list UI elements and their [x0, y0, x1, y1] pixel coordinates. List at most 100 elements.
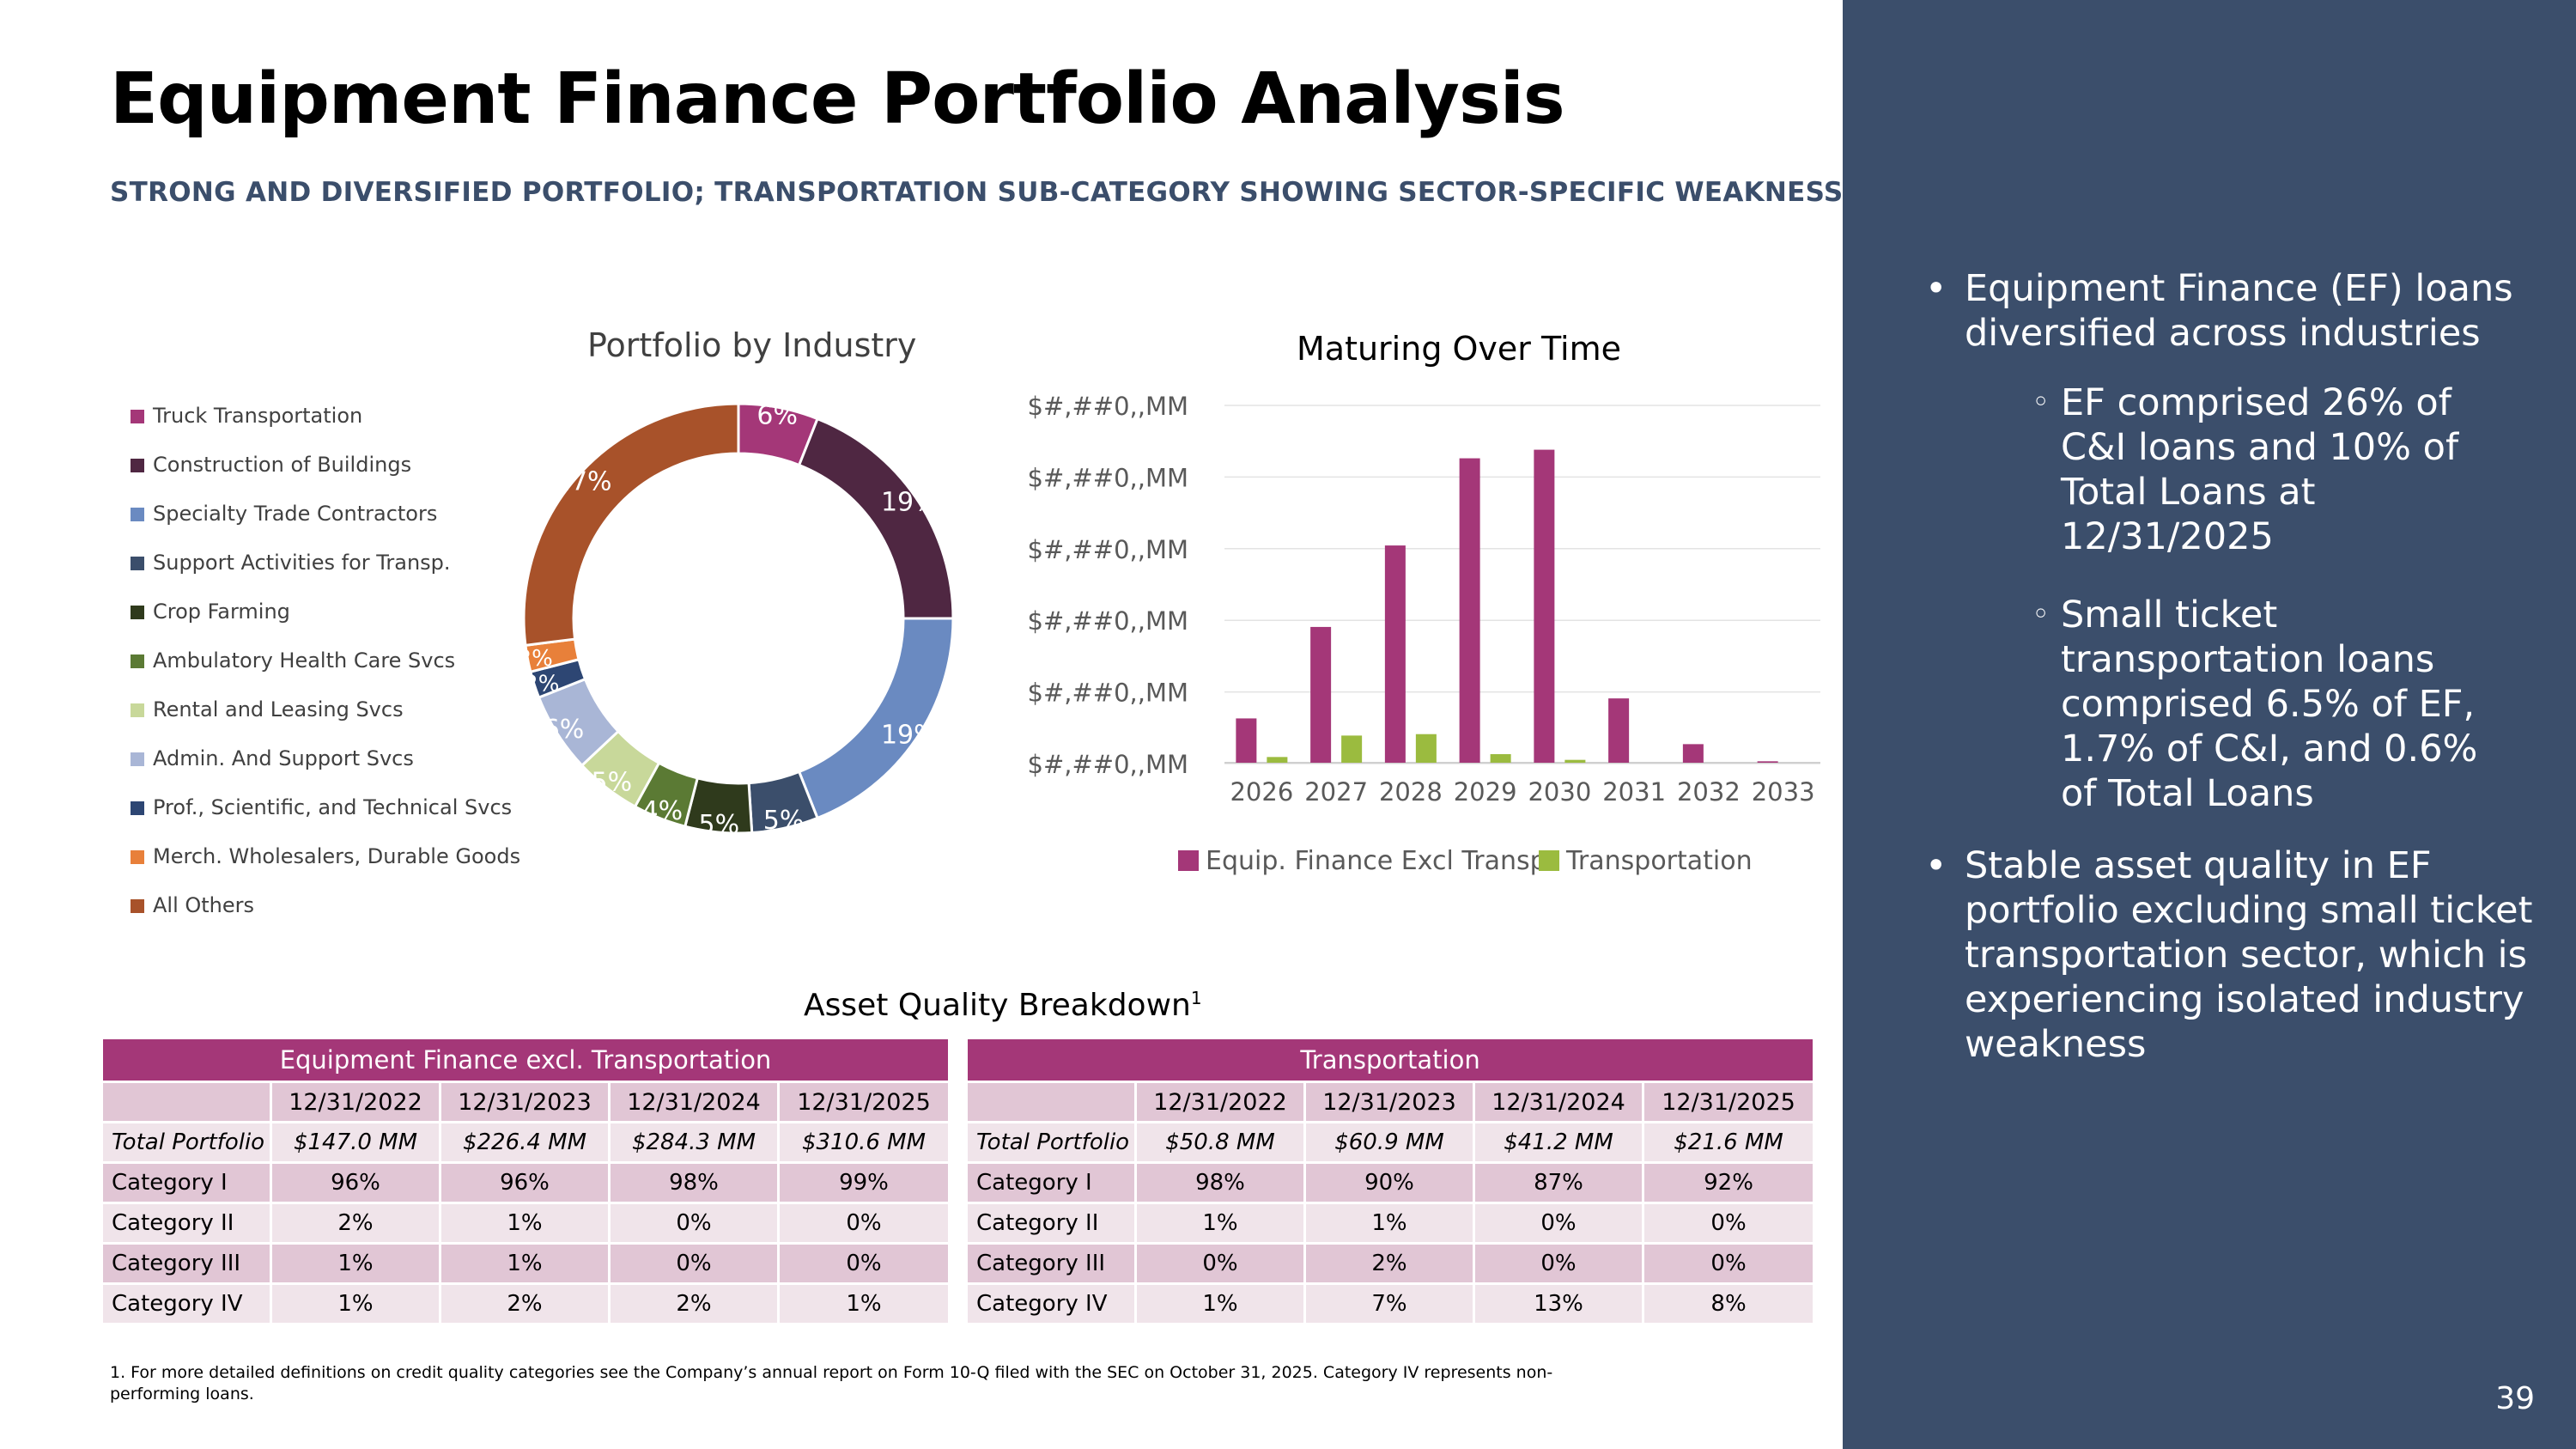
table-cell: $50.8 MM	[1134, 1121, 1306, 1164]
table-cell: 2%	[608, 1282, 780, 1325]
column-date: 12/31/2024	[1473, 1081, 1644, 1123]
table-row: Category I 98% 90% 87% 92%	[965, 1161, 1816, 1204]
asset-quality-title: Asset Quality Breakdown1	[804, 988, 1202, 1023]
table-header: Equipment Finance excl. Transportation	[100, 1037, 951, 1083]
table-row: Total Portfolio $50.8 MM $60.9 MM $41.2 MM $…	[965, 1121, 1816, 1164]
x-tick-label: 2032	[1677, 777, 1741, 807]
legend-item: Truck Transportation	[131, 404, 520, 453]
table-cell: $60.9 MM	[1303, 1121, 1475, 1164]
table-cell: 1%	[439, 1242, 611, 1285]
legend-label: Equip. Finance Excl Transp.	[1206, 846, 1554, 876]
bar-transportation	[1341, 735, 1363, 763]
page-title: Equipment Finance Portfolio Analysis	[110, 58, 1565, 140]
table-cell: $310.6 MM	[777, 1121, 951, 1164]
x-tick-label: 2033	[1752, 777, 1815, 807]
y-tick-label: $#,##0,,MM	[1028, 392, 1189, 421]
table-cell: 1%	[270, 1282, 441, 1325]
table-cell: $147.0 MM	[270, 1121, 441, 1164]
y-tick-label: $#,##0,,MM	[1028, 535, 1189, 564]
asset-quality-table-ef: Equipment Finance excl. Transportation 12…	[100, 1037, 951, 1325]
legend-label: Transportation	[1565, 846, 1753, 876]
row-label: Category IV	[100, 1282, 272, 1325]
bar-chart: $#,##0,,MM $#,##0,,MM $#,##0,,MM $#,##0,,MM…	[1028, 392, 1820, 876]
legend-label: Merch. Wholesalers, Durable Goods	[153, 844, 521, 868]
column-date: 12/31/2022	[1134, 1081, 1306, 1123]
donut-slice-label: 5%	[699, 810, 740, 840]
table-cell: 1%	[1303, 1202, 1475, 1245]
page-number: 39	[2495, 1381, 2535, 1416]
legend-item: Support Activities for Transp.	[131, 551, 520, 600]
table-row: Category IV 1% 7% 13% 8%	[965, 1282, 1816, 1325]
sidebar-panel: • Equipment Finance (EF) loans diversifi…	[1843, 0, 2576, 1449]
legend-swatch	[131, 508, 144, 521]
sub-bullet-icon: ◦	[2032, 385, 2050, 420]
table-cell: 96%	[270, 1161, 441, 1204]
table-cell: 0%	[1473, 1242, 1644, 1285]
legend-item: Specialty Trade Contractors	[131, 502, 520, 551]
legend-label: Crop Farming	[153, 600, 290, 624]
column-date: 12/31/2023	[1303, 1081, 1475, 1123]
table-row: Category I 96% 96% 98% 99%	[100, 1161, 951, 1204]
table-cell: $226.4 MM	[439, 1121, 611, 1164]
bar-equip-finance	[1534, 449, 1555, 763]
column-date: 12/31/2024	[608, 1081, 780, 1123]
legend-swatch	[131, 654, 144, 668]
bar-transportation	[1267, 757, 1288, 763]
asset-quality-table-transportation: Transportation 12/31/2022 12/31/2023 12/31/…	[964, 1037, 1816, 1325]
donut-chart: 6%19%19%5%5%4%5%6%2%2%27%	[518, 400, 955, 840]
table-header: Transportation	[964, 1037, 1816, 1083]
bar-equip-finance	[1459, 458, 1480, 763]
donut-slice-label: 19%	[881, 488, 939, 518]
y-tick-label: $#,##0,,MM	[1028, 606, 1189, 636]
bar-transportation	[1415, 734, 1437, 763]
row-label: Total Portfolio	[965, 1121, 1137, 1164]
bullet-1: • Equipment Finance (EF) loans diversifi…	[1925, 267, 2513, 355]
table-cell: 1%	[1134, 1202, 1306, 1245]
legend-label: Prof., Scientific, and Technical Svcs	[153, 795, 513, 819]
table-cell: 13%	[1473, 1282, 1644, 1325]
row-label: Category I	[965, 1161, 1137, 1204]
table-cell: 0%	[777, 1242, 951, 1285]
column-date: 12/31/2023	[439, 1081, 611, 1123]
table-cell: 98%	[608, 1161, 780, 1204]
table-cell: $41.2 MM	[1473, 1121, 1644, 1164]
donut-slice	[797, 617, 955, 820]
donut-slice-label: 6%	[544, 715, 585, 745]
legend-swatch	[1539, 850, 1559, 871]
donut-slice-label: 5%	[763, 806, 805, 836]
row-label: Category III	[965, 1242, 1137, 1285]
legend-label: Rental and Leasing Svcs	[153, 697, 404, 721]
table-cell: 96%	[439, 1161, 611, 1204]
bar-equip-finance	[1310, 626, 1332, 763]
bar-equip-finance	[1384, 545, 1406, 763]
legend-item: Ambulatory Health Care Svcs	[131, 648, 520, 697]
table-cell: 0%	[777, 1202, 951, 1245]
x-tick-label: 2029	[1454, 777, 1517, 807]
table-cell: 7%	[1303, 1282, 1475, 1325]
x-tick-label: 2028	[1379, 777, 1443, 807]
legend-item: Merch. Wholesalers, Durable Goods	[131, 844, 520, 893]
table-cell: 2%	[1303, 1242, 1475, 1285]
table-row: Category II 1% 1% 0% 0%	[965, 1202, 1816, 1245]
x-tick-label: 2026	[1230, 777, 1293, 807]
legend-label: Ambulatory Health Care Svcs	[153, 648, 456, 673]
table-row: Category II 2% 1% 0% 0%	[100, 1202, 951, 1245]
legend-swatch	[131, 459, 144, 472]
footnote: 1. For more detailed definitions on cred…	[110, 1363, 1553, 1403]
table-cell: 1%	[1134, 1282, 1306, 1325]
table-cell: 98%	[1134, 1161, 1306, 1204]
table-row: Total Portfolio $147.0 MM $226.4 MM $284.3 …	[100, 1121, 951, 1164]
table-row: Category III 0% 2% 0% 0%	[965, 1242, 1816, 1285]
legend-label: All Others	[153, 893, 255, 917]
legend-swatch	[131, 703, 144, 717]
legend-label: Truck Transportation	[153, 404, 363, 428]
sub-bullet-2: ◦ Small ticket transportation loans comp…	[2032, 594, 2478, 815]
donut-slice	[522, 402, 740, 648]
table-cell: 87%	[1473, 1161, 1644, 1204]
table-cell: 2%	[439, 1282, 611, 1325]
table-cell: 0%	[608, 1242, 780, 1285]
table-cell: 0%	[608, 1202, 780, 1245]
table-cell: 0%	[1134, 1242, 1306, 1285]
bar-transportation	[1564, 759, 1586, 763]
x-tick-label: 2030	[1528, 777, 1591, 807]
